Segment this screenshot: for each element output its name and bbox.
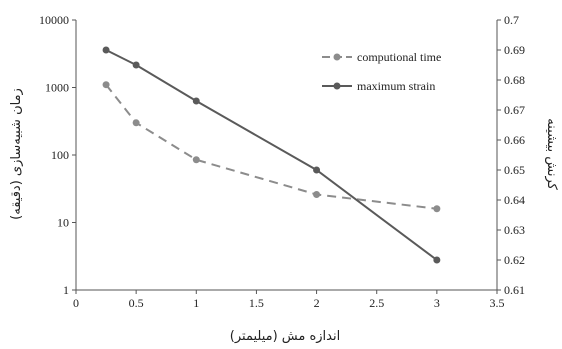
data-point-maximum-strain [433, 256, 441, 264]
data-point-computional-time [192, 156, 200, 164]
x-tick-label: 0.5 [129, 296, 144, 310]
x-tick-label: 3.5 [490, 296, 505, 310]
y-right-tick-label: 0.7 [504, 13, 519, 27]
x-axis-title: اندازه مش (میلیمتر) [230, 329, 340, 344]
y-right-tick-label: 0.63 [504, 223, 525, 237]
x-tick-label: 1.5 [249, 296, 264, 310]
data-point-maximum-strain [313, 166, 321, 174]
y-left-tick-label: 10 [57, 216, 69, 230]
tick-labels: 0 0.5 1 1.5 2 2.5 3 3.5 1 10 100 1000 10000 0.61 0.62 0… [39, 13, 525, 310]
x-tick-label: 0 [73, 296, 79, 310]
legend-label-maximum-strain: maximum strain [357, 79, 435, 93]
data-point-maximum-strain [192, 97, 200, 105]
data-point-computional-time [132, 119, 140, 127]
series-layer [102, 46, 441, 264]
legend-label-computional-time: computional time [357, 50, 441, 64]
legend-marker-computional-time [333, 53, 341, 61]
data-point-maximum-strain [102, 46, 110, 54]
y-left-tick-label: 1 [63, 283, 69, 297]
data-point-computional-time [102, 81, 110, 89]
y-right-tick-label: 0.65 [504, 163, 525, 177]
legend: computional time maximum strain [322, 50, 441, 93]
data-point-maximum-strain [132, 61, 140, 69]
y-right-tick-label: 0.61 [504, 283, 525, 297]
axes [72, 19, 501, 294]
y-right-tick-label: 0.64 [504, 193, 525, 207]
x-tick-label: 2 [314, 296, 320, 310]
y-left-tick-label: 10000 [39, 13, 69, 27]
y-left-tick-label: 1000 [45, 81, 69, 95]
y-right-tick-label: 0.69 [504, 43, 525, 57]
series-line-computional-time [105, 84, 437, 210]
data-point-computional-time [433, 205, 441, 213]
x-tick-label: 3 [434, 296, 440, 310]
y-left-axis-title: زمان شبیه‌سازی (دقیقه) [9, 88, 24, 220]
y-right-tick-label: 0.68 [504, 73, 525, 87]
y-left-tick-label: 100 [51, 148, 69, 162]
y-right-axis-title: کرنش بیشینه [544, 118, 559, 190]
y-right-tick-label: 0.67 [504, 103, 525, 117]
y-right-tick-label: 0.66 [504, 133, 525, 147]
y-right-tick-label: 0.62 [504, 253, 525, 267]
x-tick-label: 1 [193, 296, 199, 310]
x-tick-label: 2.5 [369, 296, 384, 310]
data-point-computional-time [313, 190, 321, 198]
legend-marker-maximum-strain [333, 82, 341, 90]
